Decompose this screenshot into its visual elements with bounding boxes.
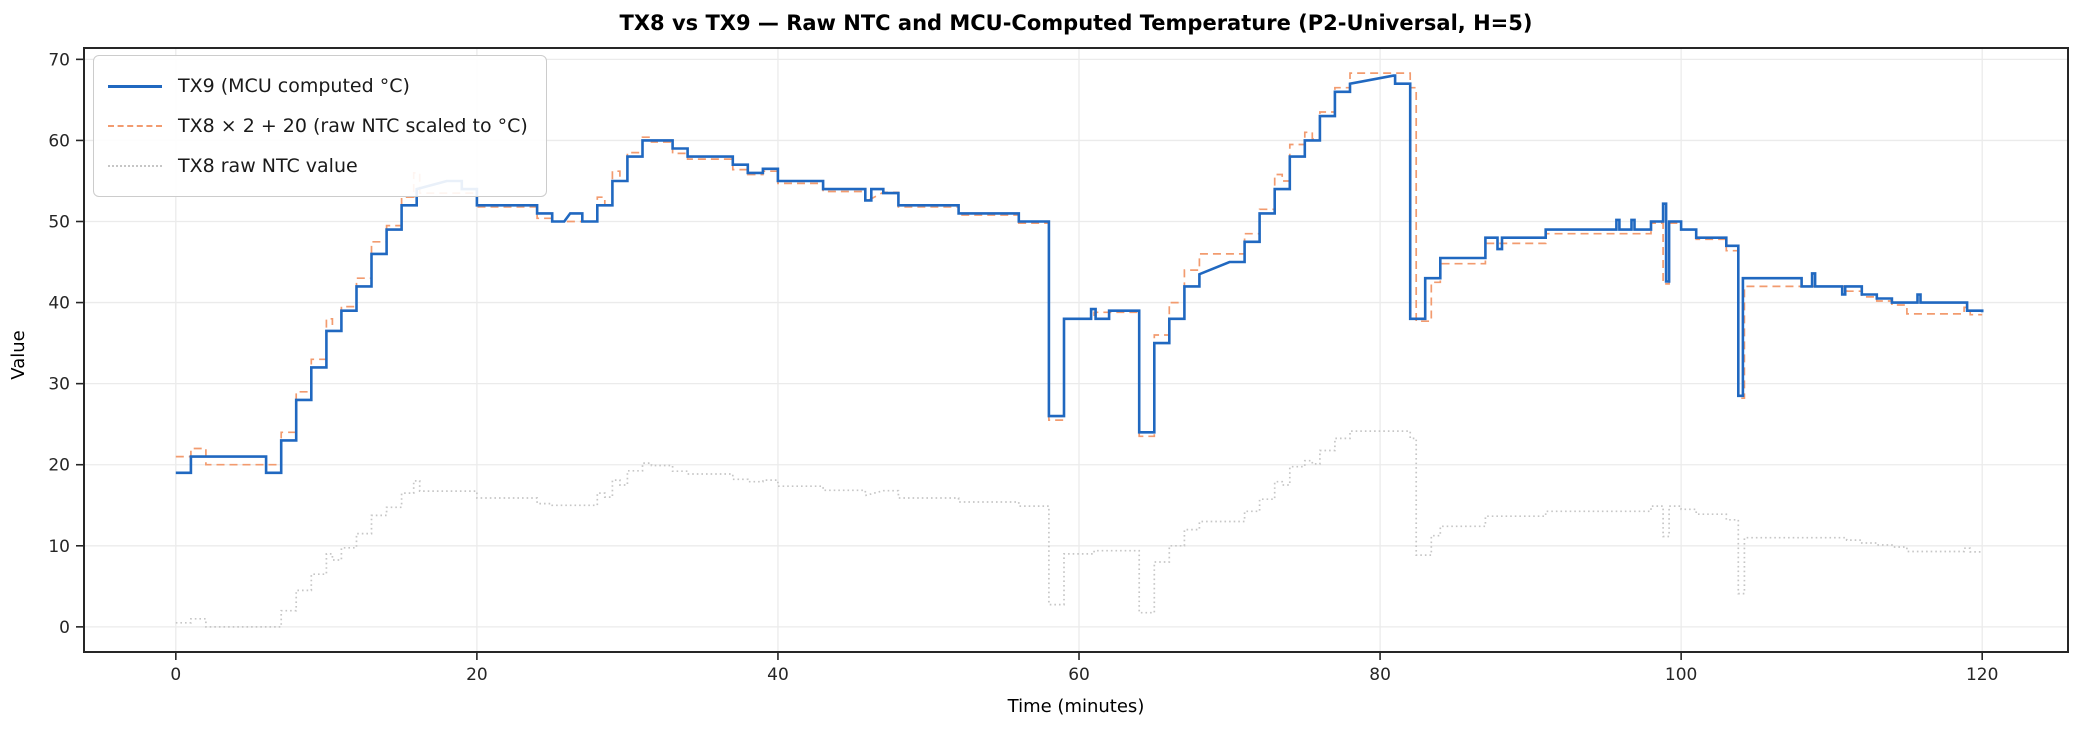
x-tick-label-0: 0 [170, 665, 181, 685]
y-tick-label-10: 10 [48, 537, 70, 557]
legend-item-2: TX8 raw NTC value [108, 146, 528, 186]
x-axis-label: Time (minutes) [1007, 696, 1145, 717]
y-tick-label-30: 30 [48, 375, 70, 395]
chart-legend: TX9 (MCU computed °C) TX8 × 2 + 20 (raw N… [93, 55, 547, 197]
legend-item-0: TX9 (MCU computed °C) [108, 66, 528, 106]
x-tick-label-80: 80 [1369, 665, 1391, 685]
y-tick-label-70: 70 [48, 50, 70, 70]
x-tick-label-120: 120 [1966, 665, 1998, 685]
legend-line-sample-dotted [108, 165, 162, 167]
series-line-tx9-solid [175, 74, 1984, 475]
legend-label: TX9 (MCU computed °C) [178, 75, 410, 97]
y-tick-label-0: 0 [59, 618, 70, 638]
series-lines [175, 72, 1984, 628]
legend-label: TX8 × 2 + 20 (raw NTC scaled to °C) [178, 115, 528, 137]
axes-spines [83, 47, 2069, 653]
x-tick-label-60: 60 [1068, 665, 1090, 685]
y-tick-label-60: 60 [48, 131, 70, 151]
plot-border [83, 47, 2069, 653]
series-line-tx8-dotted [175, 430, 1983, 628]
y-tick-label-20: 20 [48, 456, 70, 476]
legend-line-sample-solid [108, 84, 162, 88]
y-tick-label-40: 40 [48, 294, 70, 314]
x-tick-label-40: 40 [767, 665, 789, 685]
y-axis-label: Value [8, 330, 29, 379]
legend-label: TX8 raw NTC value [178, 155, 358, 177]
legend-line-sample-dashed [108, 125, 162, 127]
y-tick-label-50: 50 [48, 212, 70, 232]
axis-ticks: 0 20 40 60 80 100 120 0 10 20 30 40 50 60 70 [48, 50, 1998, 685]
x-tick-label-100: 100 [1665, 665, 1697, 685]
legend-item-1: TX8 × 2 + 20 (raw NTC scaled to °C) [108, 106, 528, 146]
chart-title: TX8 vs TX9 — Raw NTC and MCU-Computed Te… [620, 11, 1533, 35]
x-tick-label-20: 20 [466, 665, 488, 685]
